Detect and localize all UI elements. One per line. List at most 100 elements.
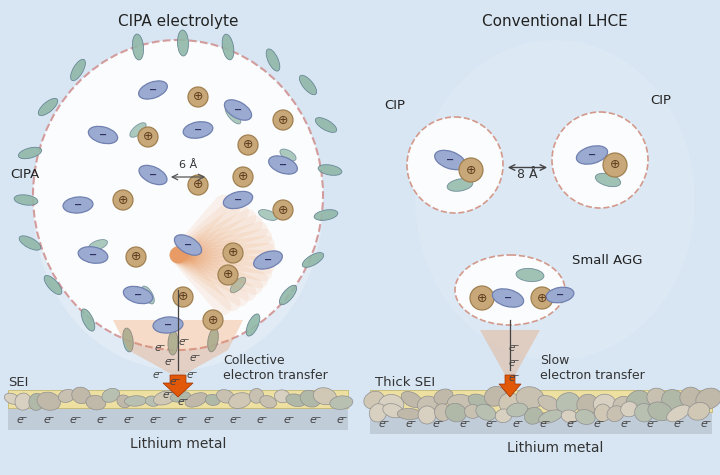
Ellipse shape (89, 239, 107, 250)
Ellipse shape (279, 285, 297, 305)
Text: ⊕: ⊕ (466, 163, 476, 177)
Text: ⊕: ⊕ (118, 193, 128, 207)
Text: 8 Å: 8 Å (517, 168, 538, 180)
Ellipse shape (14, 195, 38, 205)
Ellipse shape (626, 390, 650, 413)
Ellipse shape (485, 386, 506, 406)
Ellipse shape (688, 402, 710, 420)
Ellipse shape (44, 276, 62, 294)
Text: e: e (674, 419, 680, 429)
Ellipse shape (142, 286, 154, 304)
Ellipse shape (139, 165, 167, 185)
Text: −: − (597, 417, 603, 426)
Text: e: e (701, 419, 708, 429)
Text: −: − (127, 413, 133, 422)
Text: −: − (153, 413, 160, 422)
Ellipse shape (507, 403, 528, 417)
Polygon shape (480, 330, 540, 375)
Ellipse shape (364, 391, 384, 409)
Ellipse shape (81, 309, 95, 331)
Text: −: − (504, 293, 512, 303)
Ellipse shape (667, 405, 690, 422)
Text: ⊕: ⊕ (131, 250, 141, 264)
Ellipse shape (130, 123, 146, 137)
Ellipse shape (379, 394, 404, 415)
Ellipse shape (434, 389, 453, 405)
Text: e: e (567, 419, 573, 429)
Text: −: − (651, 417, 657, 426)
Ellipse shape (168, 331, 178, 355)
Text: −: − (341, 413, 347, 422)
Ellipse shape (556, 393, 580, 414)
Text: e: e (150, 415, 157, 425)
Text: e: e (123, 415, 130, 425)
Ellipse shape (178, 30, 189, 56)
Text: ⊕: ⊕ (238, 171, 248, 183)
Text: −: − (164, 320, 172, 330)
Text: e: e (96, 415, 104, 425)
Text: e: e (509, 358, 516, 368)
Ellipse shape (696, 388, 720, 409)
Text: e: e (593, 419, 600, 429)
Text: −: − (134, 290, 142, 300)
Text: e: e (647, 419, 654, 429)
Text: Lithium metal: Lithium metal (507, 441, 603, 455)
Text: −: − (20, 413, 27, 422)
Ellipse shape (369, 404, 387, 422)
Text: −: − (234, 413, 240, 422)
Ellipse shape (455, 255, 565, 325)
Ellipse shape (464, 405, 481, 418)
Ellipse shape (78, 247, 108, 263)
Ellipse shape (302, 253, 324, 267)
Ellipse shape (680, 387, 702, 408)
Bar (370, 412, 712, 434)
Ellipse shape (86, 395, 106, 410)
Ellipse shape (29, 393, 44, 410)
Ellipse shape (117, 395, 131, 408)
Ellipse shape (145, 396, 160, 406)
Text: −: − (516, 417, 523, 426)
Ellipse shape (153, 317, 183, 333)
Ellipse shape (383, 404, 404, 418)
FancyArrow shape (499, 375, 521, 397)
Ellipse shape (33, 40, 323, 370)
Text: −: − (156, 368, 163, 377)
Text: ⊕: ⊕ (178, 291, 188, 304)
Ellipse shape (415, 40, 695, 360)
Ellipse shape (300, 390, 320, 407)
Text: −: − (678, 417, 684, 426)
Ellipse shape (499, 393, 523, 414)
Ellipse shape (280, 149, 296, 161)
Ellipse shape (185, 393, 207, 407)
Text: −: − (287, 413, 293, 422)
Circle shape (223, 243, 243, 263)
Ellipse shape (123, 328, 133, 352)
Circle shape (407, 117, 503, 213)
FancyArrow shape (163, 375, 193, 397)
Circle shape (603, 153, 627, 177)
Text: −: − (194, 125, 202, 135)
Ellipse shape (446, 403, 467, 422)
Ellipse shape (205, 394, 220, 406)
Text: −: − (436, 417, 442, 426)
Text: e: e (17, 415, 24, 425)
Text: e: e (459, 419, 466, 429)
Ellipse shape (495, 409, 512, 423)
Text: e: e (178, 397, 184, 407)
Text: ⊕: ⊕ (222, 268, 233, 282)
Text: SEI: SEI (8, 377, 28, 389)
Text: −: − (513, 356, 518, 365)
Ellipse shape (607, 406, 624, 422)
Text: −: − (99, 130, 107, 140)
Text: −: − (624, 417, 630, 426)
Text: ⊕: ⊕ (228, 247, 238, 259)
Text: −: − (181, 395, 188, 404)
Ellipse shape (183, 122, 213, 138)
Text: −: − (89, 250, 97, 260)
Text: −: − (513, 341, 518, 350)
Text: e: e (163, 390, 169, 400)
Circle shape (188, 87, 208, 107)
Text: Collective
electron transfer: Collective electron transfer (223, 354, 328, 382)
Ellipse shape (648, 402, 672, 421)
Ellipse shape (330, 396, 353, 409)
